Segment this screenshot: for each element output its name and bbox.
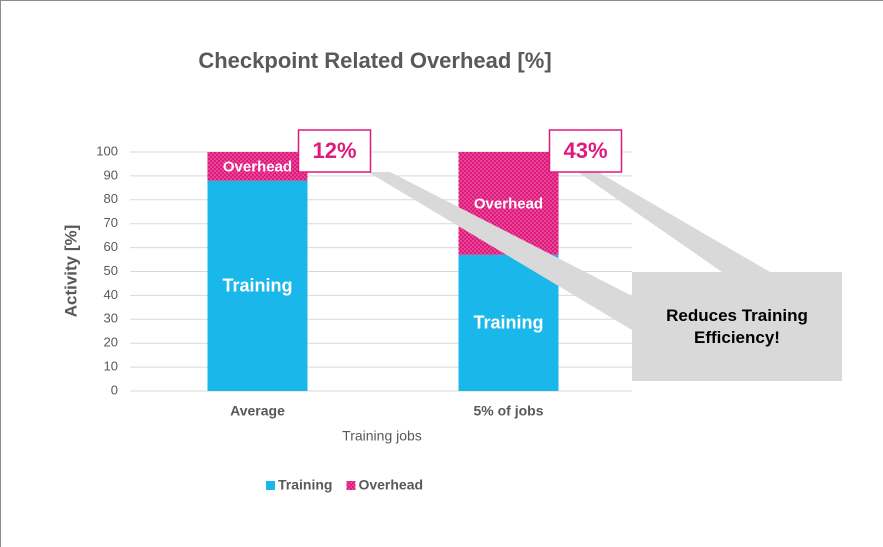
- bar-segment: [207, 152, 308, 181]
- value-label-box: [548, 129, 623, 173]
- y-tick-label: 70: [104, 215, 118, 230]
- segment-label: Training: [473, 313, 543, 333]
- value-label: 12%: [312, 138, 356, 163]
- value-label-box: [297, 129, 372, 173]
- legend-label: Training: [278, 477, 332, 493]
- segment-label: Overhead: [223, 158, 292, 175]
- bar-segment: [458, 254, 559, 391]
- segment-label: Overhead: [474, 195, 543, 212]
- y-tick-label: 10: [104, 359, 118, 374]
- value-label: 43%: [563, 138, 607, 163]
- y-tick-label: 0: [111, 382, 118, 397]
- y-axis-title: Activity [%]: [61, 225, 80, 318]
- legend-label: Overhead: [358, 477, 423, 493]
- y-tick-label: 100: [96, 143, 118, 158]
- bar-segment: [207, 180, 308, 391]
- y-tick-label: 60: [104, 239, 118, 254]
- y-tick-label: 30: [104, 311, 118, 326]
- legend-swatch: [266, 481, 275, 490]
- y-tick-label: 50: [104, 263, 118, 278]
- callout-pointer: [578, 172, 770, 272]
- y-tick-label: 90: [104, 167, 118, 182]
- callout-box: [632, 272, 842, 381]
- chart-title: Checkpoint Related Overhead [%]: [198, 48, 551, 73]
- x-axis-title: Training jobs: [342, 428, 422, 444]
- y-tick-label: 40: [104, 287, 118, 302]
- segment-label: Training: [222, 276, 292, 296]
- x-tick-label: 5% of jobs: [473, 403, 543, 419]
- y-tick-label: 20: [104, 335, 118, 350]
- callout-pointer: [368, 172, 640, 330]
- legend-swatch: [346, 481, 356, 490]
- x-tick-label: Average: [230, 403, 285, 419]
- callout-text: Reduces Training Efficiency!: [666, 305, 808, 347]
- y-tick-label: 80: [104, 191, 118, 206]
